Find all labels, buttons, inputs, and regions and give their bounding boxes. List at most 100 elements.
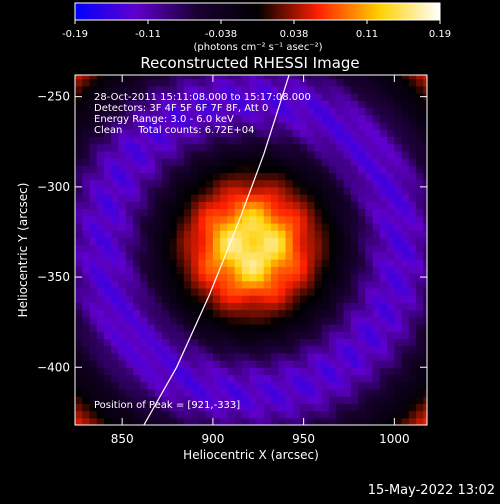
- heatmap-cell: [387, 136, 395, 145]
- heatmap-cell: [416, 316, 424, 325]
- heatmap-cell: [249, 323, 258, 332]
- heatmap-cell: [198, 129, 207, 137]
- heatmap-cell: [307, 259, 316, 267]
- heatmap-cell: [278, 323, 287, 332]
- heatmap-cell: [379, 309, 388, 318]
- heatmap-cell: [198, 78, 207, 87]
- heatmap-cell: [140, 352, 149, 361]
- heatmap-cell: [154, 244, 163, 253]
- heatmap-cell: [162, 251, 170, 260]
- heatmap-cell: [140, 410, 149, 419]
- heatmap-cell: [183, 172, 192, 181]
- heatmap-cell: [183, 331, 192, 340]
- heatmap-cell: [314, 78, 323, 87]
- heatmap-cell: [372, 201, 381, 210]
- heatmap-cell: [220, 136, 229, 145]
- heatmap-cell: [372, 273, 381, 282]
- heatmap-cell: [350, 360, 359, 368]
- heatmap-cell: [379, 136, 388, 145]
- heatmap-cell: [154, 323, 163, 332]
- heatmap-cell: [408, 222, 417, 231]
- heatmap-cell: [140, 280, 149, 289]
- heatmap-cell: [205, 316, 214, 325]
- heatmap-cell: [220, 309, 229, 318]
- heatmap-cell: [401, 309, 410, 318]
- heatmap-cell: [270, 302, 279, 311]
- heatmap-cell: [416, 352, 424, 361]
- heatmap-cell: [104, 244, 112, 253]
- heatmap-cell: [365, 179, 374, 188]
- heatmap-cell: [336, 396, 345, 404]
- heatmap-cell: [365, 338, 374, 347]
- heatmap-cell: [278, 121, 287, 130]
- heatmap-cell: [198, 403, 207, 412]
- heatmap-cell: [270, 295, 279, 303]
- heatmap-cell: [198, 93, 207, 101]
- heatmap-cell: [191, 331, 199, 340]
- heatmap-cell: [256, 85, 265, 94]
- heatmap-cell: [401, 316, 410, 325]
- heatmap-cell: [82, 259, 91, 267]
- heatmap-cell: [350, 114, 359, 123]
- heatmap-cell: [299, 367, 308, 376]
- heatmap-cell: [416, 208, 424, 217]
- heatmap-cell: [205, 129, 214, 137]
- heatmap-cell: [198, 194, 207, 202]
- heatmap-cell: [350, 165, 359, 174]
- heatmap-cell: [379, 157, 388, 166]
- heatmap-cell: [394, 93, 403, 101]
- heatmap-cell: [183, 179, 192, 188]
- heatmap-cell: [401, 150, 410, 159]
- heatmap-cell: [387, 331, 395, 340]
- heatmap-cell: [198, 345, 207, 354]
- colorbar-tick-label: -0.038: [205, 29, 237, 40]
- heatmap-cell: [329, 266, 337, 275]
- heatmap-cell: [299, 316, 308, 325]
- heatmap-cell: [104, 316, 112, 325]
- heatmap-cell: [263, 100, 272, 109]
- heatmap-cell: [263, 302, 272, 311]
- heatmap-cell: [104, 143, 112, 152]
- heatmap-cell: [299, 222, 308, 231]
- heatmap-cell: [176, 381, 185, 390]
- heatmap-cell: [365, 381, 374, 390]
- heatmap-cell: [234, 157, 243, 166]
- heatmap-cell: [89, 78, 98, 87]
- heatmap-cell: [183, 309, 192, 318]
- heatmap-cell: [394, 287, 403, 296]
- heatmap-cell: [321, 396, 330, 404]
- heatmap-cell: [111, 237, 120, 246]
- heatmap-cell: [423, 352, 427, 361]
- heatmap-cell: [314, 179, 323, 188]
- heatmap-cell: [307, 273, 316, 282]
- heatmap-cell: [387, 157, 395, 166]
- heatmap-cell: [350, 309, 359, 318]
- heatmap-cell: [104, 309, 112, 318]
- heatmap-cell: [241, 403, 250, 412]
- heatmap-cell: [220, 345, 229, 354]
- heatmap-cell: [307, 367, 316, 376]
- heatmap-cell: [75, 410, 83, 419]
- heatmap-cell: [321, 381, 330, 390]
- heatmap-cell: [314, 410, 323, 419]
- heatmap-cell: [198, 259, 207, 267]
- heatmap-cell: [169, 230, 178, 238]
- heatmap-cell: [104, 215, 112, 224]
- heatmap-cell: [372, 360, 381, 368]
- heatmap-cell: [423, 316, 427, 325]
- heatmap-cell: [270, 75, 279, 80]
- heatmap-cell: [111, 331, 120, 340]
- heatmap-cell: [234, 374, 243, 383]
- heatmap-cell: [358, 403, 366, 412]
- heatmap-cell: [118, 352, 127, 361]
- heatmap-cell: [307, 75, 316, 80]
- heatmap-cell: [147, 157, 156, 166]
- heatmap-cell: [321, 201, 330, 210]
- heatmap-cell: [285, 172, 294, 181]
- heatmap-cell: [212, 266, 221, 275]
- heatmap-cell: [220, 251, 229, 260]
- heatmap-cell: [379, 345, 388, 354]
- heatmap-cell: [75, 280, 83, 289]
- heatmap-cell: [82, 237, 91, 246]
- heatmap-cell: [82, 114, 91, 123]
